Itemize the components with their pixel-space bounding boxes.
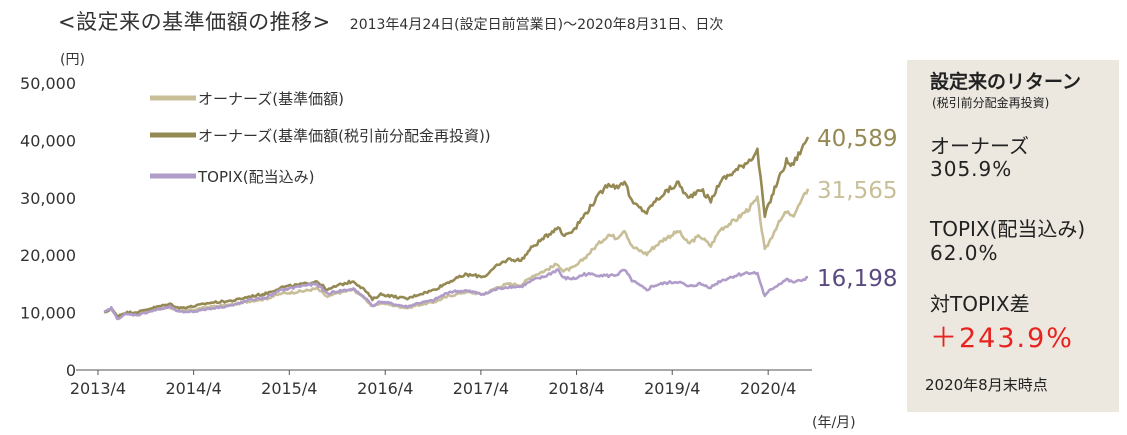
y-tick-label: 20,000 (20, 246, 76, 265)
y-tick-label: 10,000 (20, 304, 76, 323)
end-value-label: 31,565 (817, 178, 897, 204)
end-value-label: 16,198 (817, 266, 897, 292)
chart-title: <設定来の基準価額の推移> (58, 10, 331, 34)
series-line (103, 136, 810, 318)
topix-return-label: TOPIX(配当込み) (930, 217, 1086, 241)
chart-title-row: <設定来の基準価額の推移> 2013年4月24日(設定日前営業日)～2020年8… (58, 6, 723, 36)
x-axis-unit: (年/月) (812, 415, 856, 431)
x-tick-label: 2015/4 (261, 379, 317, 398)
legend-label: TOPIX(配当込み) (197, 168, 314, 186)
line-chart: 0 10,000 20,000 30,000 40,000 50,000 (円) 2013/4… (20, 52, 897, 431)
y-tick-label: 0 (66, 361, 76, 380)
y-tick-label: 40,000 (20, 131, 76, 150)
return-panel-subtitle: (税引前分配金再投資) (932, 96, 1050, 110)
owners-return-value: 305.9% (930, 157, 1013, 181)
x-tick-label: 2018/4 (548, 379, 604, 398)
y-tick-label: 30,000 (20, 189, 76, 208)
x-tick-label: 2019/4 (644, 379, 700, 398)
return-panel-title: 設定来のリターン (930, 71, 1082, 93)
owners-return-label: オーナーズ (930, 134, 1029, 158)
y-tick-label: 50,000 (20, 74, 76, 93)
topix-return-value: 62.0% (930, 241, 999, 265)
excess-return-value: ＋243.9% (930, 323, 1074, 354)
series-line (103, 268, 809, 321)
end-value-label: 40,589 (817, 126, 897, 152)
x-tick-label: 2013/4 (70, 379, 126, 398)
x-tick-label: 2017/4 (453, 379, 509, 398)
y-axis-unit: (円) (60, 52, 85, 68)
series-line (103, 188, 810, 319)
legend-label: オーナーズ(基準価額) (198, 90, 344, 108)
x-tick-label: 2016/4 (357, 379, 413, 398)
x-tick-label: 2020/4 (740, 379, 796, 398)
return-summary-panel: 設定来のリターン (税引前分配金再投資) オーナーズ 305.9% TOPIX(… (907, 60, 1119, 412)
as-of-date: 2020年8月末時点 (925, 376, 1048, 394)
chart-period-note: 2013年4月24日(設定日前営業日)～2020年8月31日、日次 (349, 17, 724, 33)
excess-return-label: 対TOPIX差 (930, 292, 1030, 316)
x-tick-label: 2014/4 (165, 379, 221, 398)
legend-label: オーナーズ(基準価額(税引前分配金再投資)) (198, 127, 491, 145)
